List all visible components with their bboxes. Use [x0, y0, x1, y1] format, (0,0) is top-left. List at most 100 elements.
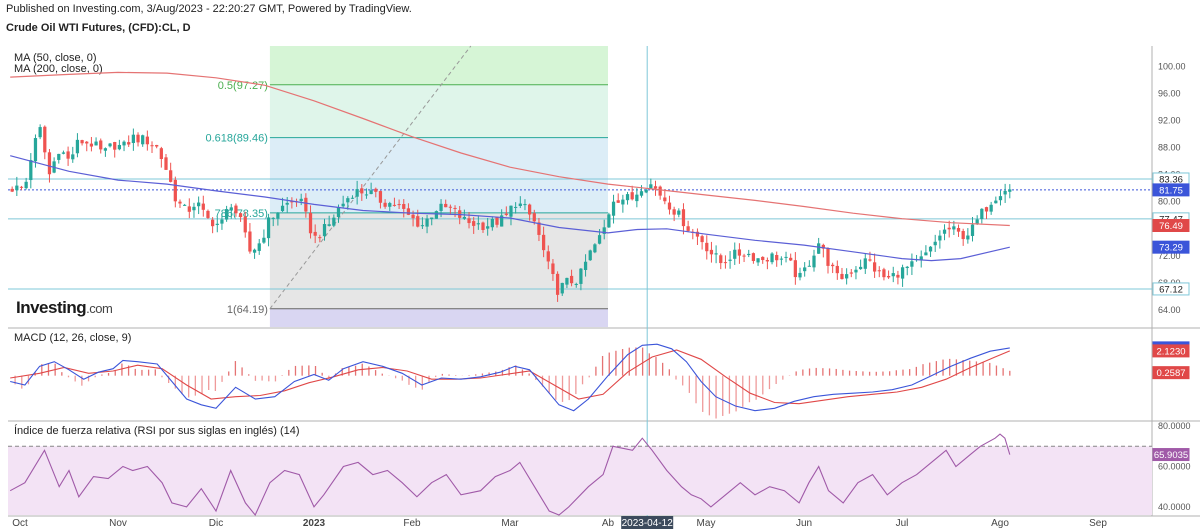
- candle-body: [304, 197, 308, 212]
- candle-body: [858, 266, 863, 270]
- candle-body: [611, 201, 616, 216]
- candle-body: [989, 204, 993, 212]
- candle-body: [500, 215, 504, 227]
- candle-body: [224, 209, 229, 220]
- candle-body: [29, 160, 33, 181]
- candle-body: [900, 267, 905, 279]
- candle-body: [262, 237, 266, 243]
- candle-body: [80, 140, 84, 144]
- candle-body: [336, 207, 341, 217]
- candle-body: [625, 194, 630, 201]
- candle-body: [597, 235, 602, 244]
- candle-body: [607, 214, 611, 228]
- candle-body: [490, 218, 494, 228]
- candle-body: [910, 261, 914, 267]
- candle-body: [299, 198, 303, 202]
- candle-body: [551, 263, 555, 274]
- candle-body: [583, 261, 588, 270]
- candle-body: [406, 208, 411, 215]
- candle-body: [99, 140, 103, 150]
- candle-body: [66, 151, 70, 159]
- candle-body: [821, 244, 825, 249]
- candle-body: [653, 186, 658, 189]
- macd-label: MACD (12, 26, close, 9): [14, 332, 132, 344]
- candle-body: [290, 201, 294, 203]
- candle-body: [747, 253, 751, 256]
- candle-body: [229, 207, 233, 211]
- candle-body: [434, 211, 439, 219]
- price-badge-label: 0.2587: [1156, 368, 1185, 379]
- time-tick-label: Mar: [501, 518, 519, 529]
- candle-body: [476, 223, 480, 225]
- candle-body: [961, 230, 965, 240]
- candle-body: [1003, 190, 1007, 195]
- macd-signal-line: [10, 349, 1011, 405]
- candle-body: [313, 231, 317, 236]
- candle-body: [546, 251, 550, 262]
- background-layer: 0.5(97.27)0.618(89.46)786(78.35)1(64.19): [8, 45, 1200, 517]
- ma200-label: MA (200, close, 0): [14, 63, 103, 75]
- candle-body: [761, 256, 765, 261]
- fib-level-label: 0.5(97.27): [218, 80, 268, 92]
- candle-body: [831, 264, 835, 267]
- candle-body: [639, 191, 644, 196]
- candle-body: [998, 196, 1003, 201]
- candle-body: [504, 213, 508, 215]
- fib-zone-0786-1: [269, 212, 608, 309]
- candle-body: [980, 208, 984, 219]
- candle-body: [942, 229, 947, 234]
- fib-zone-top: [269, 46, 608, 85]
- candle-body: [621, 199, 625, 205]
- time-tick-label: Oct: [12, 518, 28, 529]
- candle-body: [593, 244, 597, 253]
- candle-body: [481, 222, 485, 231]
- time-tick-label: Jul: [896, 518, 909, 529]
- candle-body: [537, 222, 541, 235]
- candle-body: [197, 202, 201, 207]
- time-tick-label: 2023: [303, 518, 326, 529]
- candle-body: [924, 252, 928, 256]
- candle-body: [444, 203, 448, 208]
- candle-body: [886, 275, 891, 278]
- candle-body: [131, 134, 135, 144]
- price-badge-label: 65.9035: [1154, 450, 1188, 461]
- candle-body: [984, 207, 989, 212]
- candle-body: [896, 274, 900, 278]
- candle-body: [970, 224, 975, 236]
- candle-body: [952, 226, 956, 230]
- candle-body: [528, 204, 532, 215]
- price-badge: [1152, 366, 1190, 380]
- price-badge-label: 76.49: [1159, 221, 1183, 232]
- candle-body: [845, 274, 849, 279]
- candle-body: [215, 223, 219, 225]
- price-tick-label: 88.00: [1158, 143, 1181, 153]
- fib-zone-bottom: [269, 308, 608, 327]
- candle-body: [238, 213, 243, 218]
- time-tick-label: Feb: [403, 518, 421, 529]
- candle-body: [271, 217, 275, 219]
- candle-body: [113, 142, 117, 150]
- candle-body: [122, 141, 126, 146]
- candle-body: [966, 235, 970, 240]
- ma50-label: MA (50, close, 0): [14, 52, 97, 64]
- candle-body: [38, 127, 42, 138]
- candle-body: [486, 226, 490, 229]
- macd-line: [10, 343, 1010, 412]
- candle-body: [257, 243, 261, 251]
- candle-body: [709, 249, 714, 255]
- candle-body: [868, 259, 872, 261]
- candle-body: [33, 138, 38, 162]
- rsi-label: Índice de fuerza relativa (RSI por sus s…: [14, 425, 300, 437]
- candle-body: [472, 221, 476, 226]
- candle-body: [565, 277, 569, 285]
- price-badge-label: 83.36: [1159, 174, 1183, 185]
- candle-body: [849, 272, 853, 274]
- price-badge: [1152, 183, 1190, 197]
- rsi-line: [9, 433, 1011, 517]
- candle-body: [416, 216, 420, 227]
- candle-body: [19, 186, 24, 188]
- candle-body: [705, 242, 709, 252]
- candle-body: [439, 203, 443, 211]
- candle-body: [579, 268, 583, 284]
